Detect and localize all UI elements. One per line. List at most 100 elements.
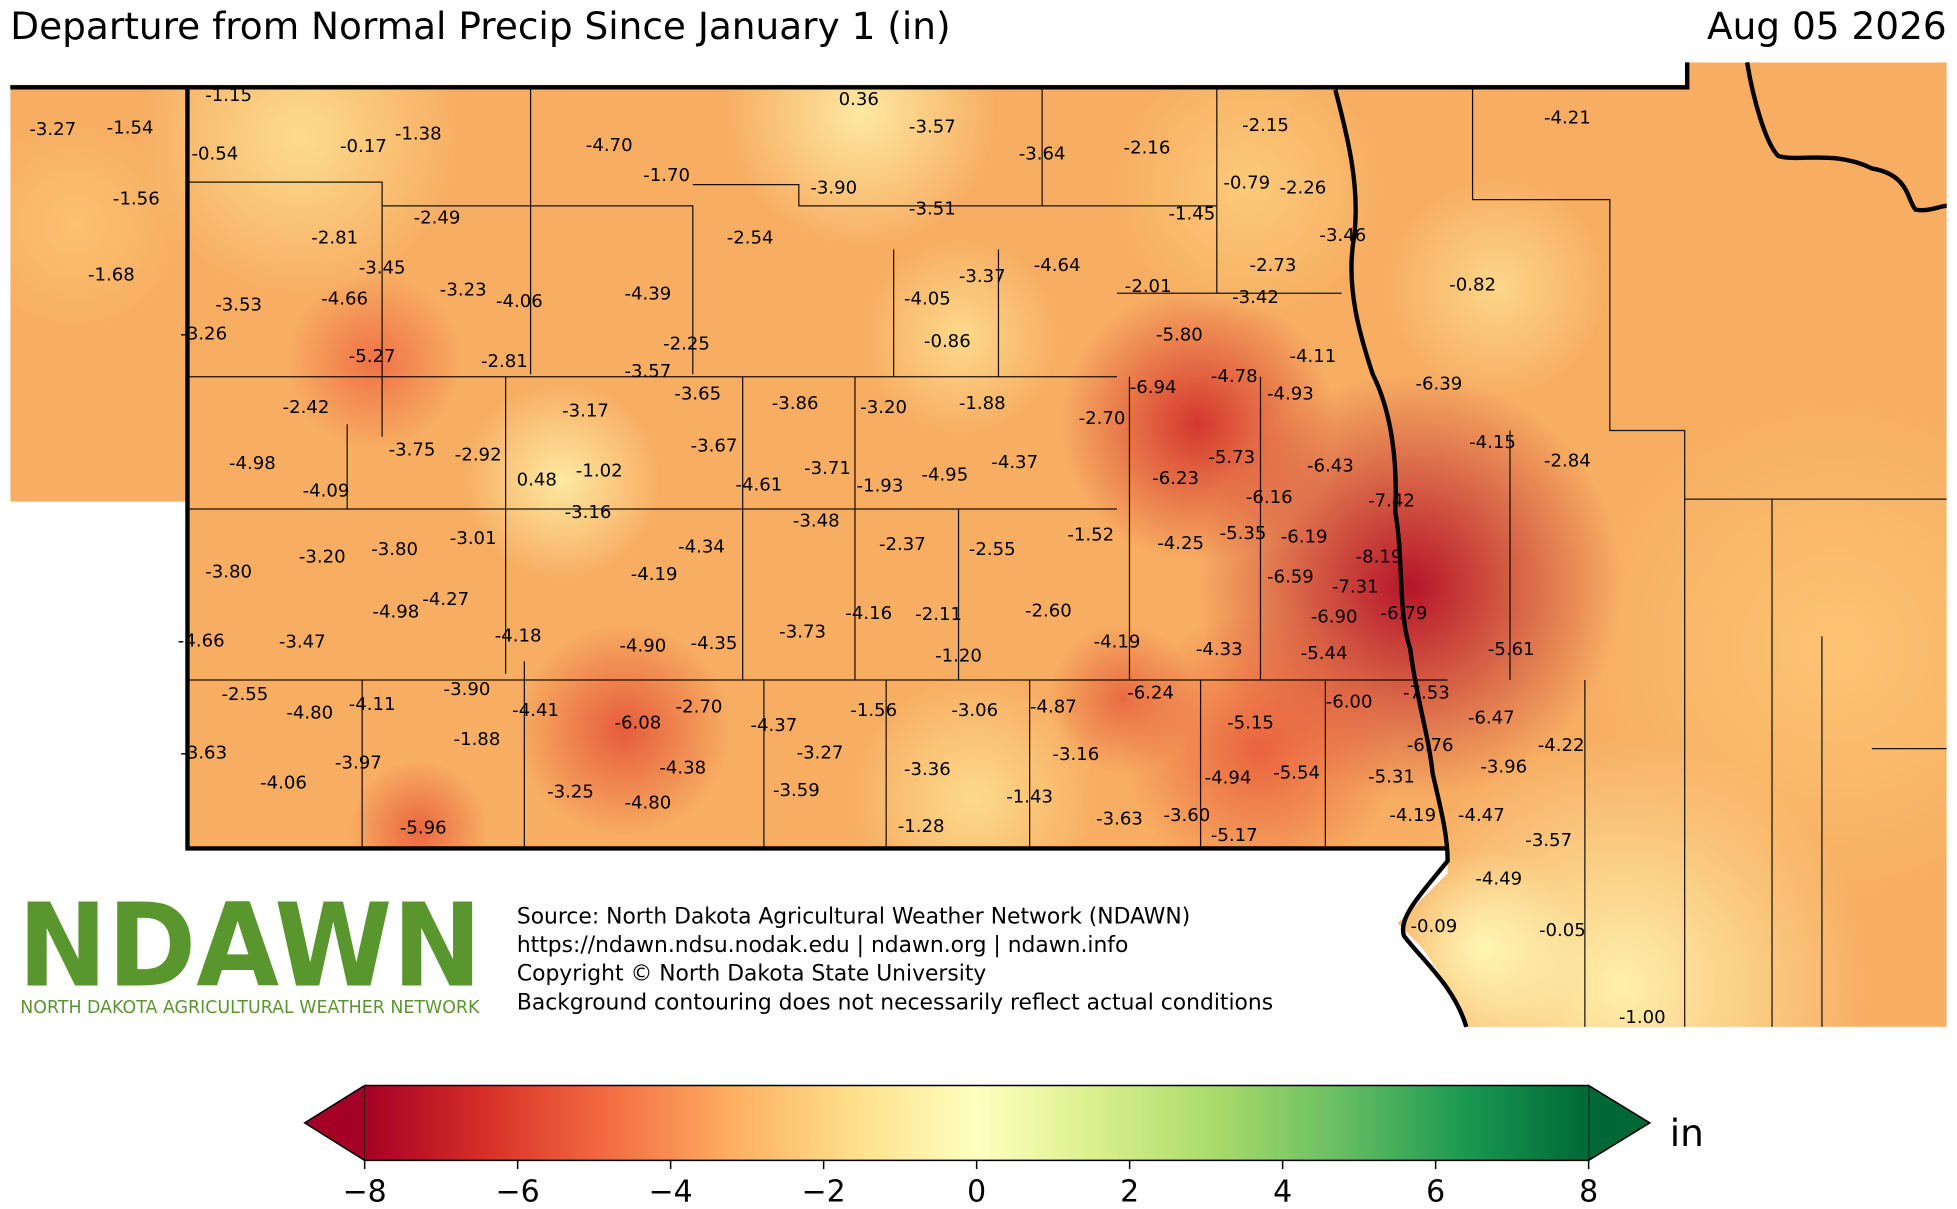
station-value: -8.19 [1356,547,1403,568]
station-value: -0.09 [1411,916,1458,937]
station-value: -6.23 [1152,468,1199,489]
station-value: -1.00 [1619,1007,1666,1028]
station-value: -0.05 [1539,920,1586,941]
station-value: -3.26 [180,323,227,344]
station-value: -3.16 [1052,744,1099,765]
station-value: -3.64 [1019,144,1066,165]
station-value: -3.17 [562,401,609,422]
colorbar-tick-label: −4 [649,1174,693,1209]
station-value: -5.61 [1488,639,1535,660]
station-value: 0.36 [839,89,879,110]
station-value: -4.22 [1538,735,1585,756]
station-value: -6.59 [1267,567,1314,588]
station-value: -1.56 [850,700,897,721]
station-value: -4.49 [1475,869,1522,890]
station-value: -4.98 [372,602,419,623]
station-value: -4.15 [1469,432,1516,453]
station-value: -2.16 [1124,137,1171,158]
station-value: -4.66 [321,288,368,309]
station-value: -0.79 [1223,172,1270,193]
source-line: Source: North Dakota Agricultural Weathe… [517,904,1190,929]
station-value: -4.90 [619,635,666,656]
station-value: -1.20 [935,645,982,666]
station-value: -2.84 [1544,451,1591,472]
station-value: -5.35 [1220,523,1267,544]
station-value: -3.27 [29,119,76,140]
station-value: -4.05 [904,288,951,309]
station-value: -4.21 [1544,108,1591,129]
station-value: -4.38 [659,758,706,779]
station-value: -1.68 [88,265,135,286]
station-value: -0.86 [924,331,971,352]
station-value: -4.78 [1211,366,1258,387]
field-blob [861,237,1061,437]
station-value: -5.54 [1273,763,1320,784]
station-value: -3.47 [279,632,326,653]
colorbar-tick-label: −8 [343,1174,387,1209]
field-blob [287,274,462,450]
station-value: -5.27 [349,346,396,367]
station-value: -3.25 [547,781,594,802]
station-value: -3.67 [691,436,738,457]
station-value: -4.09 [303,481,350,502]
station-value: -6.79 [1381,603,1428,624]
station-value: -4.06 [260,773,307,794]
station-value: -4.39 [624,283,671,304]
station-value: -2.70 [1079,408,1126,429]
station-value: -3.23 [440,280,487,301]
field-blob [723,62,999,250]
field-blob [1048,623,1199,774]
station-value: -4.47 [1458,805,1505,826]
station-value: -3.63 [1096,809,1143,830]
station-value: -3.20 [860,397,907,418]
station-value: -4.70 [586,135,633,156]
station-value: -2.49 [414,207,461,228]
source-line: Background contouring does not necessari… [517,990,1273,1015]
station-value: -3.06 [951,700,998,721]
station-value: -1.43 [1006,786,1053,807]
field-blob [1110,62,1386,325]
station-value: -4.80 [624,793,671,814]
map-date: Aug 05 2026 [1707,4,1947,48]
station-value: -3.16 [565,502,612,523]
colorbar-tick-label: 8 [1579,1174,1598,1209]
county-lines [187,87,1947,1027]
station-value: -6.94 [1130,377,1177,398]
station-value: -3.42 [1232,287,1279,308]
station-value: -6.76 [1407,735,1454,756]
station-value: -3.27 [797,743,844,764]
station-value: -4.11 [1289,346,1336,367]
station-value: -1.70 [643,165,690,186]
station-value: -3.48 [793,511,840,532]
station-value: -4.16 [845,603,892,624]
station-value: -0.17 [340,136,387,157]
map-title: Departure from Normal Precip Since Janua… [10,4,950,48]
station-value: -3.80 [371,539,418,560]
station-value: -2.54 [727,227,774,248]
field-blob [137,62,462,300]
station-value: -3.57 [624,361,671,382]
station-value: -4.87 [1030,696,1077,717]
station-value: -4.64 [1034,255,1081,276]
field-blob [461,380,662,581]
station-value: -5.73 [1208,447,1255,468]
station-value: -2.55 [221,684,268,705]
station-value: -4.98 [229,453,276,474]
station-value: -4.25 [1157,533,1204,554]
station-value: -4.66 [178,630,225,651]
station-value: -6.08 [614,713,661,734]
station-value: -4.33 [1196,639,1243,660]
station-value: -2.25 [663,333,710,354]
station-value: -2.60 [1025,600,1072,621]
station-value: -1.28 [898,816,945,837]
station-value: -1.56 [113,189,160,210]
colorbar-min-extend [303,1084,366,1162]
station-value: -1.45 [1168,204,1215,225]
field-blob [518,623,731,836]
station-value: -3.71 [804,458,851,479]
station-value: -4.61 [736,474,783,495]
colorbar-unit: in [1670,1111,1704,1155]
field-blob [1572,386,1947,911]
